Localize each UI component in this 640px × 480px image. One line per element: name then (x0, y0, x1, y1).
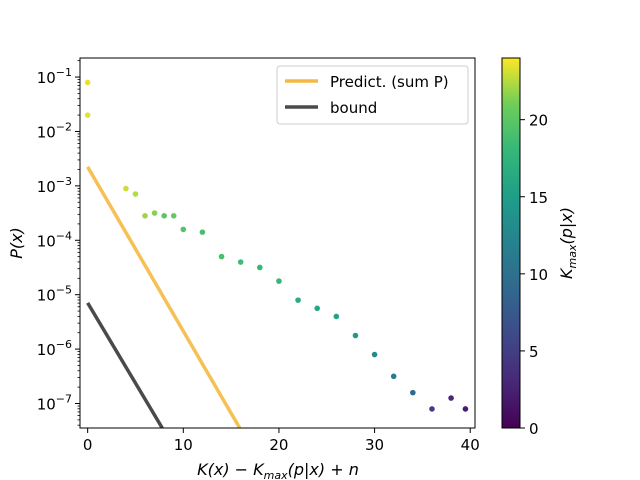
colorbar-tick-label-1: 5 (529, 343, 539, 361)
legend-label-predict: Predict. (sum P) (330, 73, 449, 91)
scatter-point-9 (199, 229, 206, 235)
scatter-points (84, 79, 469, 412)
scatter-point-7 (170, 212, 177, 219)
svg-text:Kmax(p|x): Kmax(p|x) (557, 207, 579, 279)
scatter-point-0 (84, 79, 91, 86)
colorbar-tick-label-0: 0 (529, 420, 539, 438)
legend-label-bound: bound (330, 99, 377, 117)
legend-box (276, 65, 469, 125)
scatter-point-1 (84, 112, 91, 118)
scatter-point-2 (123, 185, 129, 192)
x-tick-label-2: 20 (269, 436, 288, 454)
scatter-point-4 (142, 212, 148, 219)
colorbar-ticks: 0 5 10 15 20 (520, 112, 548, 438)
y-axis-label: P(x) (7, 227, 26, 259)
scatter-point-15 (314, 305, 320, 312)
scatter-point-16 (333, 313, 340, 320)
y-tick-label-2: 10−5 (37, 284, 72, 305)
colorbar: 0 5 10 15 20 Kmax(p|x) (501, 57, 579, 438)
y-tick-label-1: 10−6 (37, 338, 72, 359)
predict-line (86, 165, 242, 428)
fit-lines (86, 165, 242, 428)
scatter-point-6 (161, 212, 167, 219)
scatter-point-5 (151, 210, 158, 216)
scatter-point-22 (448, 395, 454, 401)
scatter-point-19 (390, 373, 397, 380)
scatter-point-17 (352, 332, 359, 339)
colorbar-tick-label-4: 20 (529, 112, 548, 130)
scatter-point-10 (218, 253, 225, 260)
scatter-point-11 (237, 259, 244, 265)
svg-text:K(x) − Kmax(p|x) + n: K(x) − Kmax(p|x) + n (197, 460, 359, 480)
svg-text:P(x): P(x) (7, 227, 26, 259)
y-tick-label-0: 10−7 (37, 393, 72, 414)
scatter-point-13 (276, 278, 282, 284)
colorbar-label: Kmax(p|x) (557, 207, 579, 279)
bound-line (86, 301, 164, 428)
x-tick-label-3: 30 (365, 436, 384, 454)
x-axis-label: K(x) − Kmax(p|x) + n (197, 460, 359, 480)
scatter-point-12 (257, 264, 263, 271)
scatter-point-18 (371, 351, 378, 358)
legend: Predict. (sum P) bound (276, 65, 469, 125)
colorbar-tick-label-3: 15 (529, 189, 548, 207)
scatter-point-23 (462, 406, 469, 412)
colorbar-gradient (501, 57, 521, 429)
scatter-point-14 (295, 297, 301, 303)
y-tick-label-5: 10−2 (37, 120, 72, 141)
colorbar-tick-label-2: 10 (529, 266, 548, 284)
y-axis-ticks: 10−7 10−6 10−5 10−4 10−3 10−2 10−1 (37, 60, 80, 426)
y-tick-label-3: 10−4 (37, 229, 72, 250)
x-axis-ticks: 0 10 20 30 40 (83, 428, 480, 454)
x-tick-label-1: 10 (174, 436, 193, 454)
scatter-point-3 (132, 191, 139, 197)
x-tick-label-0: 0 (83, 436, 93, 454)
y-tick-label-4: 10−3 (37, 175, 72, 196)
y-tick-label-6: 10−1 (37, 66, 72, 87)
scatter-point-8 (180, 226, 187, 233)
scatter-point-21 (429, 406, 435, 412)
x-tick-label-4: 40 (461, 436, 480, 454)
scatter-point-20 (410, 389, 416, 396)
